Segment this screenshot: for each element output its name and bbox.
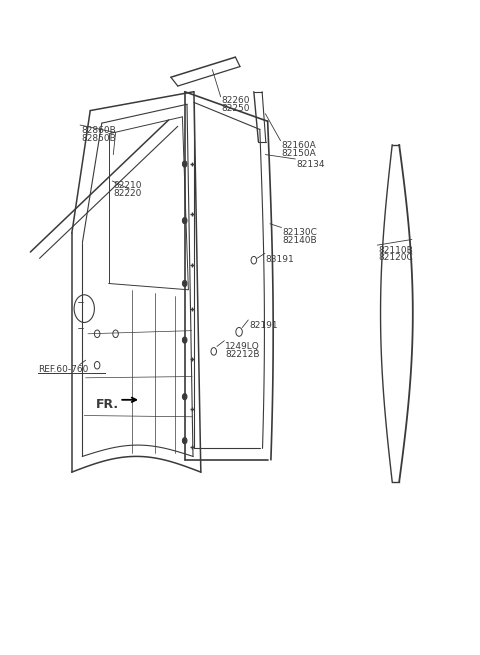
Text: 1249LQ: 1249LQ: [225, 342, 260, 351]
Text: 82140B: 82140B: [282, 236, 317, 245]
Text: FR.: FR.: [96, 398, 120, 411]
Text: 82191: 82191: [249, 321, 278, 330]
Text: 83191: 83191: [266, 255, 295, 263]
Circle shape: [182, 217, 187, 224]
Circle shape: [182, 161, 187, 167]
Text: 82850B: 82850B: [81, 134, 116, 143]
Text: 82250: 82250: [222, 103, 250, 113]
Circle shape: [182, 438, 187, 444]
Text: 82120C: 82120C: [378, 253, 413, 262]
Text: 82220: 82220: [113, 189, 142, 198]
Text: 82134: 82134: [296, 160, 324, 169]
Text: 82212B: 82212B: [225, 350, 260, 359]
Text: 82860B: 82860B: [81, 126, 116, 136]
Circle shape: [182, 280, 187, 287]
Text: 82160A: 82160A: [281, 141, 316, 151]
Text: 82210: 82210: [113, 181, 142, 190]
Text: 82110B: 82110B: [378, 246, 413, 255]
Text: 82130C: 82130C: [282, 228, 317, 237]
Circle shape: [182, 337, 187, 343]
Text: REF.60-760: REF.60-760: [38, 365, 88, 374]
Text: 82260: 82260: [222, 96, 250, 105]
Circle shape: [182, 394, 187, 400]
Text: 82150A: 82150A: [281, 149, 316, 158]
